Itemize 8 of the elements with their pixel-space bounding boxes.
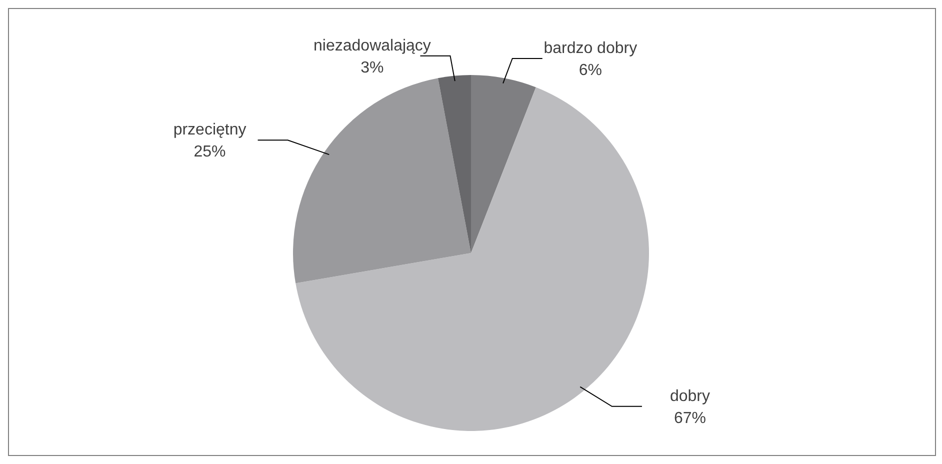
slice-label: przeciętny [173, 122, 246, 139]
data-label: 3% [360, 59, 384, 76]
slice-label: niezadowalający [314, 37, 431, 54]
data-label: 6% [578, 62, 602, 79]
slice-label: bardzo dobry [544, 40, 638, 57]
data-label: 25% [194, 144, 226, 161]
slice-label: dobry [670, 388, 710, 405]
data-label: 67% [674, 410, 706, 427]
